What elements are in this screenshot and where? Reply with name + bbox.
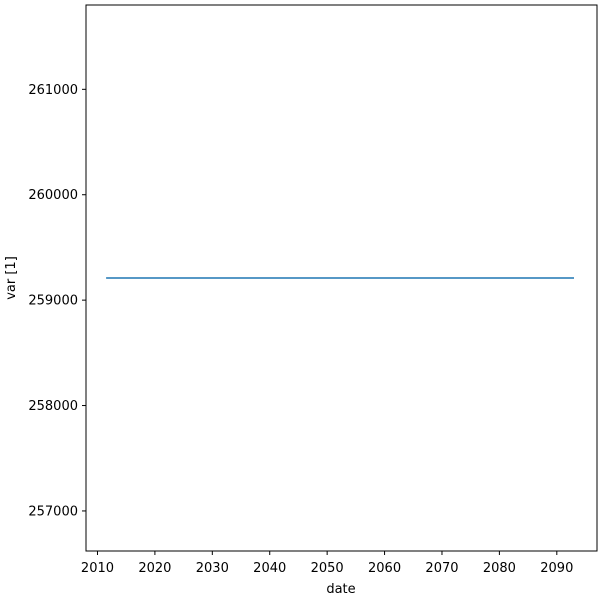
x-tick-label: 2020	[138, 561, 171, 576]
x-tick-label: 2070	[425, 561, 458, 576]
y-tick-label: 257000	[28, 504, 78, 519]
x-tick-label: 2050	[311, 561, 344, 576]
x-axis-label: date	[326, 582, 355, 597]
y-tick-label: 258000	[28, 399, 78, 414]
y-axis-label: var [1]	[4, 256, 19, 300]
x-tick-label: 2090	[540, 561, 573, 576]
y-tick-label: 261000	[28, 83, 78, 98]
x-tick-label: 2010	[81, 561, 114, 576]
y-tick-label: 260000	[28, 188, 78, 203]
y-axis-ticks: 257000 258000 259000 260000 261000	[28, 83, 86, 519]
y-tick-label: 259000	[28, 294, 78, 309]
x-tick-label: 2040	[253, 561, 286, 576]
x-tick-label: 2080	[483, 561, 516, 576]
x-tick-label: 2030	[196, 561, 229, 576]
x-tick-label: 2060	[368, 561, 401, 576]
x-axis-ticks: 2010 2020 2030 2040 2050 2060 2070 2080 2090	[81, 551, 573, 576]
plot-frame	[85, 4, 598, 552]
